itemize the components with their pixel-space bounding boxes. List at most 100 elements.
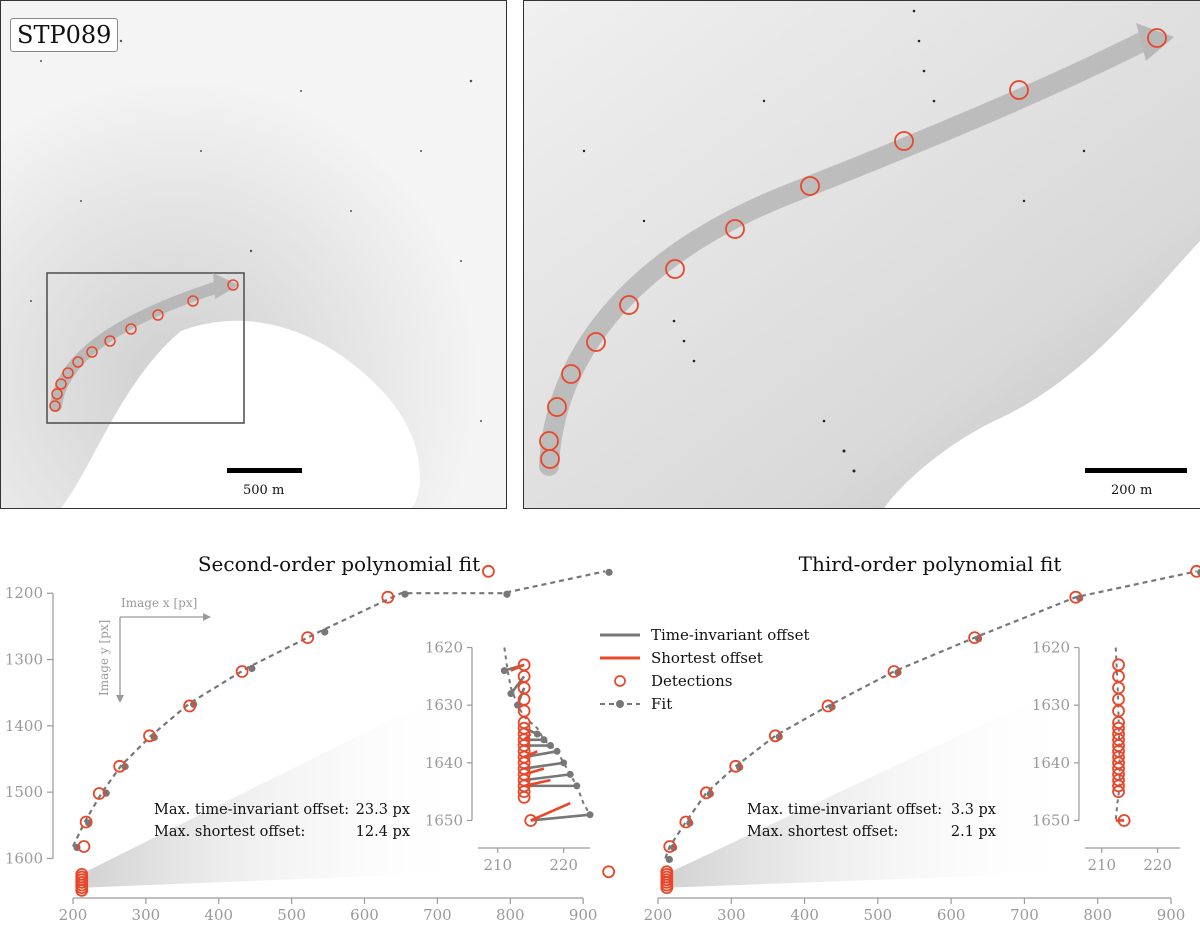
x-tick-label: 700	[423, 906, 452, 924]
inset-detection-point	[1112, 681, 1125, 695]
detection-point	[381, 590, 395, 604]
detection-point	[729, 759, 743, 773]
inset-y-tick-label: 1640	[1032, 754, 1070, 772]
scale-bar-label-right: 200 m	[1111, 483, 1153, 498]
detection-point	[1190, 564, 1200, 578]
fit-point	[503, 590, 511, 598]
time-invariant-offset	[516, 687, 526, 706]
fit-point	[401, 590, 409, 598]
detection-point	[602, 865, 616, 879]
inset-detection-point	[517, 773, 531, 787]
inset-detection-point	[517, 756, 531, 770]
x-tick-label: 800	[1083, 906, 1112, 924]
detection-point	[660, 878, 674, 892]
detection-point	[301, 631, 315, 645]
inset-detection-point	[1112, 669, 1125, 683]
detection-point	[75, 881, 89, 895]
inset-fit-point	[533, 730, 541, 738]
inset-fit-line	[503, 647, 591, 816]
inset-detection-point	[517, 658, 531, 672]
zoom-fan	[666, 676, 1085, 888]
fit-point	[73, 843, 81, 852]
inset-panel: 1620 1630 1640 1650 210 220	[1032, 624, 1184, 874]
inset-detection-point	[1112, 658, 1125, 672]
zoom-fan	[81, 676, 478, 888]
time-invariant-offset	[523, 761, 564, 770]
chart-title: Second-order polynomial fit	[198, 552, 480, 576]
inset-detection-point	[1112, 744, 1125, 758]
inset-x-tick-label: 220	[1143, 856, 1172, 874]
inset-detection-point	[517, 791, 531, 804]
detection-point	[821, 699, 835, 713]
inset-fit-point	[553, 747, 561, 755]
y-tick-label: 1500	[5, 783, 43, 801]
fit-point	[190, 700, 198, 708]
axis-hint-y: Image y [px]	[97, 620, 111, 696]
detection-point	[75, 883, 89, 897]
detection-point	[75, 875, 89, 889]
fit-point	[706, 790, 714, 798]
axis-hint-x: Image x [px]	[121, 596, 197, 610]
detection-point	[75, 873, 89, 887]
inset-fit-point	[500, 667, 508, 675]
inset-detection-point	[1112, 716, 1125, 729]
x-tick-label: 200	[644, 906, 673, 924]
detection-point	[679, 815, 693, 829]
annotation-label: Max. shortest offset:	[154, 824, 305, 840]
detection-point	[235, 665, 249, 678]
detection-point	[113, 759, 127, 773]
inset-y-tick-label: 1620	[1032, 639, 1070, 657]
inset-detection-point	[1112, 785, 1125, 799]
annotation-value: 2.1 px	[951, 824, 996, 840]
detection-point	[79, 815, 93, 829]
inset-detection-point	[517, 727, 531, 741]
shortest-offset	[523, 733, 532, 741]
inset-detection-point	[517, 721, 531, 735]
overview-image-art	[1, 1, 506, 508]
inset-fit-point	[507, 690, 515, 698]
x-tick-label: 600	[350, 906, 379, 924]
inset-y-tick-label: 1640	[425, 754, 463, 772]
detection-point	[75, 867, 89, 881]
fit-point	[686, 819, 694, 827]
zoom-image-art	[524, 1, 1200, 508]
inset-detection-point	[517, 739, 531, 752]
fit-point	[605, 568, 613, 576]
shortest-offset	[510, 663, 525, 672]
legend: Time-invariant offset Shortest offset De…	[600, 626, 810, 713]
inset-fit-point	[566, 770, 574, 778]
annotation-value: 3.3 px	[951, 802, 996, 818]
detection-point	[768, 729, 782, 743]
x-tick-label: 700	[1010, 906, 1039, 924]
inset-detection-point	[1112, 693, 1125, 706]
time-invariant-offset	[530, 813, 591, 822]
inset-fit-point	[586, 811, 594, 819]
inset-detection-point	[517, 779, 531, 793]
time-invariant-offset	[523, 727, 538, 736]
inset-fit-point	[540, 736, 548, 744]
inset-y-tick-label: 1620	[425, 639, 463, 657]
detection-point	[660, 870, 674, 884]
inset-detection-point	[517, 762, 531, 775]
y-tick-label: 1600	[5, 849, 43, 867]
stp-label: STP089	[10, 18, 119, 52]
fit-point	[248, 664, 256, 673]
inset-detection-point	[1112, 767, 1125, 781]
detection-point	[75, 878, 89, 892]
inset-y-tick-label: 1630	[1032, 696, 1070, 714]
detection-point	[1069, 590, 1083, 604]
x-tick-label: 500	[277, 906, 306, 924]
inset-detection-point	[1112, 733, 1125, 747]
inset-background	[476, 624, 594, 844]
inset-detection-point	[517, 693, 531, 706]
chart-panel-1: Second-order polynomial fit 200 300 400 500 6…	[5, 552, 616, 924]
time-invariant-offset	[523, 773, 571, 782]
fit-line	[72, 570, 606, 848]
inset-detection-point	[1112, 739, 1125, 752]
legend-time-invariant: Time-invariant offset	[651, 626, 810, 644]
legend-fit: Fit	[651, 695, 672, 713]
inset-detection-point	[517, 767, 531, 781]
y-tick-label: 1300	[5, 651, 43, 669]
inset-x-tick-label: 210	[483, 856, 512, 874]
fit-line	[664, 570, 1197, 859]
